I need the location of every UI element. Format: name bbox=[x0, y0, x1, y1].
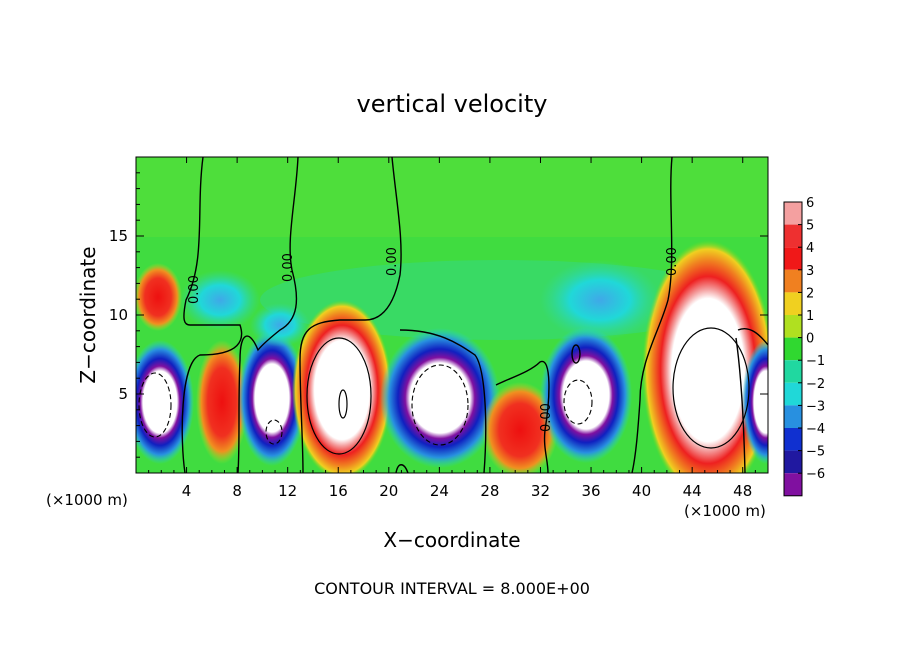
x-tick-label: 16 bbox=[329, 482, 348, 500]
colorbar-swatch bbox=[784, 269, 802, 293]
zero-contour-1 bbox=[181, 157, 243, 473]
zero-contour-5 bbox=[495, 360, 550, 473]
contour-label-5: 0.00 bbox=[539, 403, 554, 432]
contour-label-1: 0.00 bbox=[187, 275, 202, 304]
updraft-core-e bbox=[642, 240, 768, 473]
positive-contour-2 bbox=[338, 389, 348, 419]
x-tick-label: 12 bbox=[278, 482, 297, 500]
x-tick-label: 20 bbox=[379, 482, 398, 500]
weak-downdraft-c bbox=[250, 303, 310, 347]
x-tick-label: 48 bbox=[733, 482, 752, 500]
colorbar-swatch bbox=[784, 382, 802, 406]
colorbar-swatch bbox=[784, 473, 802, 496]
plot-area bbox=[136, 157, 768, 473]
colorbar-label: −4 bbox=[806, 422, 825, 437]
updraft-core-d bbox=[482, 382, 558, 473]
y-axis-label: Z−coordinate bbox=[76, 246, 100, 383]
colorbar-label: 2 bbox=[806, 286, 814, 301]
x-axis: 4 8 12 16 20 24 28 32 36 40 44 48 bbox=[148, 157, 756, 500]
x-tick-label: 36 bbox=[581, 482, 600, 500]
downdraft-core-c bbox=[380, 328, 500, 468]
x-unit-label-left: (×1000 m) bbox=[46, 491, 128, 509]
negative-contour-4 bbox=[265, 419, 283, 445]
x-axis-label: X−coordinate bbox=[383, 528, 520, 552]
x-tick-label: 8 bbox=[232, 482, 242, 500]
negative-contour-2 bbox=[411, 364, 469, 446]
colorbar-label: −1 bbox=[806, 354, 825, 369]
updraft-core-a bbox=[136, 263, 182, 331]
zero-contour-7 bbox=[737, 328, 768, 346]
colorbar-swatch bbox=[784, 292, 802, 315]
colorbar: 6 5 4 3 2 1 0 −1 −2 −3 −4 −5 −6 bbox=[783, 196, 825, 497]
colorbar-label: 6 bbox=[806, 196, 814, 211]
x-tick-label: 4 bbox=[182, 482, 192, 500]
chart-title: vertical velocity bbox=[357, 90, 548, 118]
x-tick-label: 28 bbox=[480, 482, 499, 500]
colorbar-swatch bbox=[784, 450, 802, 474]
x-tick-label: 24 bbox=[430, 482, 449, 500]
positive-contour-1 bbox=[306, 337, 372, 455]
colorbar-swatch bbox=[784, 337, 802, 361]
colorbar-swatch bbox=[784, 247, 802, 270]
contour-label-2: 0.00 bbox=[281, 253, 296, 282]
colorbar-label: −2 bbox=[806, 377, 825, 392]
y-tick-label: 15 bbox=[109, 227, 128, 245]
updraft-core-c bbox=[292, 300, 392, 473]
colorbar-label: 4 bbox=[806, 241, 814, 256]
colorbar-label: 1 bbox=[806, 309, 814, 324]
contour-label-4: 0.00 bbox=[665, 247, 680, 276]
zero-contour-9 bbox=[395, 464, 409, 473]
zero-contour-3 bbox=[299, 157, 402, 473]
colorbar-label: 0 bbox=[806, 332, 814, 347]
contour-interval-footer: CONTOUR INTERVAL = 8.000E+00 bbox=[314, 579, 590, 598]
colorbar-label: −3 bbox=[806, 399, 825, 414]
weak-downdraft-b bbox=[540, 260, 660, 340]
x-unit-label-right: (×1000 m) bbox=[684, 502, 766, 520]
colorbar-frame bbox=[783, 201, 803, 497]
upper-field-band bbox=[136, 157, 768, 237]
x-tick-label: 32 bbox=[531, 482, 550, 500]
colorbar-swatch bbox=[784, 428, 802, 451]
colorbar-label: −5 bbox=[806, 445, 825, 460]
y-tick-label: 10 bbox=[109, 306, 128, 324]
negative-contour-1 bbox=[138, 372, 172, 438]
zero-contour-2 bbox=[237, 157, 299, 473]
downdraft-core-e bbox=[742, 340, 768, 464]
zero-contour-4 bbox=[399, 329, 487, 473]
positive-contour-3 bbox=[672, 327, 750, 449]
x-tick-label: 40 bbox=[632, 482, 651, 500]
colorbar-swatch bbox=[784, 224, 802, 248]
colorbar-swatch bbox=[784, 360, 802, 383]
colorbar-label: 5 bbox=[806, 219, 814, 234]
updraft-core-b bbox=[196, 340, 248, 464]
contour-label-3: 0.00 bbox=[385, 247, 400, 276]
y-tick-label: 5 bbox=[118, 385, 128, 403]
negative-contour-3 bbox=[563, 379, 593, 425]
downdraft-core-d bbox=[540, 327, 632, 463]
weak-downdraft-a bbox=[180, 270, 260, 330]
downdraft-core-b bbox=[238, 330, 306, 466]
zero-contour-8 bbox=[735, 337, 746, 473]
downdraft-core-a bbox=[136, 340, 194, 464]
zero-contour-10 bbox=[571, 344, 581, 364]
colorbar-swatch bbox=[784, 405, 802, 428]
colorbar-label: −6 bbox=[806, 467, 825, 482]
colorbar-label: 3 bbox=[806, 264, 814, 279]
zero-contour-6 bbox=[631, 157, 673, 473]
y-axis: 5 10 15 bbox=[109, 172, 768, 458]
colorbar-swatch bbox=[784, 315, 802, 338]
x-tick-label: 44 bbox=[683, 482, 702, 500]
colorbar-swatch bbox=[784, 202, 802, 225]
